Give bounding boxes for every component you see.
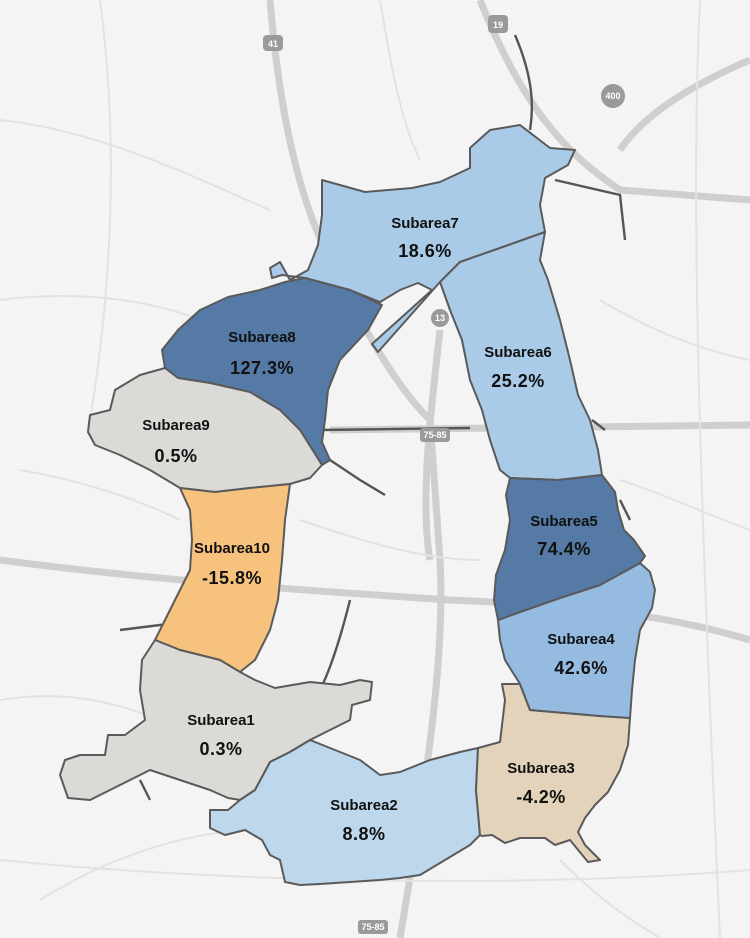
road-shields: 41 19 400 13 75-85 75-85 bbox=[263, 15, 625, 934]
subarea-4-name: Subarea4 bbox=[547, 631, 615, 648]
subarea-3-value: -4.2% bbox=[516, 787, 566, 807]
shield-13-label: 13 bbox=[435, 313, 445, 323]
shield-41-label: 41 bbox=[268, 39, 278, 49]
subarea-9-name: Subarea9 bbox=[142, 417, 210, 434]
subarea-2-value: 8.8% bbox=[342, 824, 385, 844]
shield-400-label: 400 bbox=[605, 91, 620, 101]
subarea-7-region[interactable] bbox=[269, 124, 576, 353]
subarea-7-name: Subarea7 bbox=[391, 215, 459, 232]
subarea-3-name: Subarea3 bbox=[507, 760, 575, 777]
ga-400-shield: 400 bbox=[601, 84, 625, 108]
subarea-6-value: 25.2% bbox=[491, 371, 545, 391]
shield-75-85-north-label: 75-85 bbox=[423, 430, 446, 440]
subarea-7-value: 18.6% bbox=[398, 241, 452, 261]
subarea-9-value: 0.5% bbox=[154, 446, 197, 466]
subarea-2-name: Subarea2 bbox=[330, 797, 398, 814]
subarea-6-region[interactable] bbox=[439, 231, 603, 481]
subarea-labels: Subarea7 18.6% Subarea6 25.2% Subarea8 1… bbox=[142, 215, 615, 844]
shield-75-85-south-label: 75-85 bbox=[361, 922, 384, 932]
subarea-8-value: 127.3% bbox=[230, 358, 294, 378]
ga-13-shield: 13 bbox=[431, 309, 449, 327]
subarea-1-value: 0.3% bbox=[199, 739, 242, 759]
shield-19-label: 19 bbox=[493, 20, 503, 30]
subarea-4-value: 42.6% bbox=[554, 658, 608, 678]
subarea-2-region[interactable] bbox=[209, 739, 481, 886]
i-75-85-shield-north: 75-85 bbox=[420, 428, 450, 442]
subarea-6-name: Subarea6 bbox=[484, 344, 552, 361]
us-41-shield: 41 bbox=[263, 35, 283, 51]
subarea-8-name: Subarea8 bbox=[228, 329, 296, 346]
subarea-10-value: -15.8% bbox=[202, 568, 262, 588]
subarea-5-region[interactable] bbox=[493, 474, 646, 621]
subarea-10-name: Subarea10 bbox=[194, 540, 270, 557]
subarea-5-name: Subarea5 bbox=[530, 513, 598, 530]
subarea-10-region[interactable] bbox=[154, 483, 291, 673]
subarea-regions bbox=[59, 124, 656, 886]
i-75-85-shield-south: 75-85 bbox=[358, 920, 388, 934]
subarea-5-value: 74.4% bbox=[537, 539, 591, 559]
subarea-1-name: Subarea1 bbox=[187, 712, 255, 729]
us-19-shield: 19 bbox=[488, 15, 508, 33]
